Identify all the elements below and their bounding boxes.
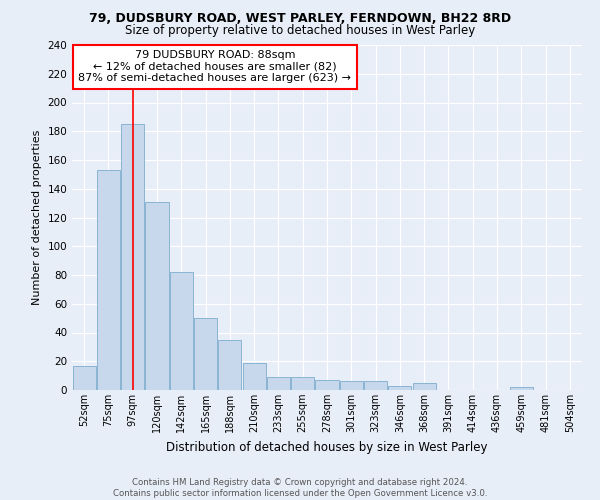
Text: 79, DUDSBURY ROAD, WEST PARLEY, FERNDOWN, BH22 8RD: 79, DUDSBURY ROAD, WEST PARLEY, FERNDOWN… — [89, 12, 511, 26]
Bar — [97, 170, 120, 390]
Text: Contains HM Land Registry data © Crown copyright and database right 2024.
Contai: Contains HM Land Registry data © Crown c… — [113, 478, 487, 498]
Bar — [364, 382, 387, 390]
Y-axis label: Number of detached properties: Number of detached properties — [32, 130, 42, 305]
Bar — [242, 362, 266, 390]
Bar — [291, 377, 314, 390]
Text: Size of property relative to detached houses in West Parley: Size of property relative to detached ho… — [125, 24, 475, 37]
Bar — [170, 272, 193, 390]
Bar — [145, 202, 169, 390]
Bar — [73, 366, 95, 390]
Bar — [218, 340, 241, 390]
Bar — [316, 380, 338, 390]
Bar — [388, 386, 412, 390]
Bar — [510, 387, 533, 390]
Bar — [340, 382, 363, 390]
Bar — [194, 318, 217, 390]
Bar — [413, 383, 436, 390]
Text: 79 DUDSBURY ROAD: 88sqm
← 12% of detached houses are smaller (82)
87% of semi-de: 79 DUDSBURY ROAD: 88sqm ← 12% of detache… — [79, 50, 352, 84]
Bar — [121, 124, 144, 390]
Bar — [267, 377, 290, 390]
X-axis label: Distribution of detached houses by size in West Parley: Distribution of detached houses by size … — [166, 440, 488, 454]
